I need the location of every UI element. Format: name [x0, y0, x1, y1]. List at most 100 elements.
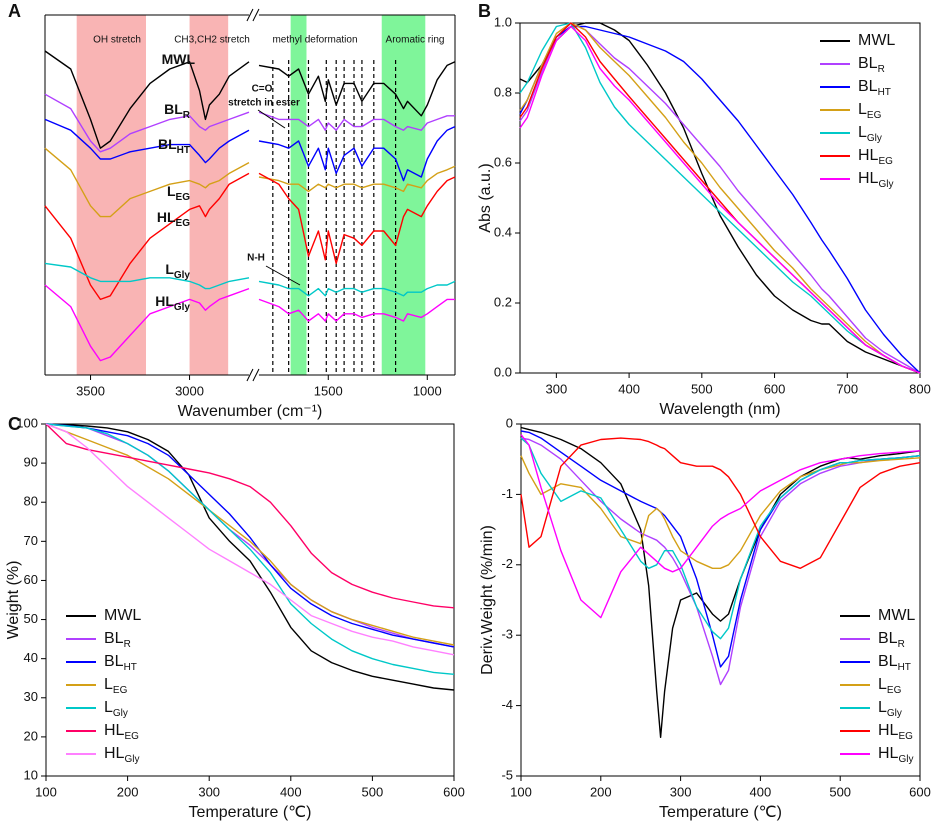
annotation: OH stretch	[93, 35, 141, 46]
series-name: MWL	[878, 607, 915, 624]
series-label: BLR	[878, 630, 905, 650]
series-line	[45, 423, 455, 648]
y-tick-label: 0	[506, 415, 513, 430]
series-label: MWL	[878, 607, 915, 624]
y-tick-label: 70	[24, 533, 38, 548]
y-tick-label: -1	[501, 486, 513, 501]
y-tick-label: -5	[501, 767, 513, 782]
y-axis-label: Abs (a.u.)	[477, 163, 494, 232]
series-subscript: R	[898, 639, 905, 650]
series-label: BLR	[104, 630, 131, 650]
series-line	[258, 298, 455, 322]
series-line	[45, 423, 455, 646]
series-line	[258, 165, 456, 193]
y-tick-label: -2	[501, 556, 513, 571]
x-tick-label: 600	[909, 784, 931, 799]
x-tick-label: 700	[836, 381, 858, 396]
series-label: MWL	[104, 607, 141, 624]
plot-frame	[520, 423, 921, 777]
x-tick-label: 600	[764, 381, 786, 396]
series-subscript: R	[878, 64, 885, 75]
series-subscript: HT	[124, 662, 137, 673]
series-line	[45, 423, 455, 648]
series-line	[520, 455, 921, 569]
x-tick-label: 500	[691, 381, 713, 396]
x-tick-label: 800	[909, 381, 931, 396]
x-tick-label: 3000	[175, 383, 204, 398]
series-name: L	[878, 676, 887, 693]
y-tick-label: 0.4	[494, 224, 512, 239]
axis-break	[252, 368, 260, 382]
series-label: MWL	[162, 51, 196, 67]
series-line	[45, 423, 455, 691]
series-subscript: HT	[878, 87, 891, 98]
series-line	[258, 125, 456, 182]
y-tick-label: 0.6	[494, 154, 512, 169]
axis-break	[252, 8, 260, 22]
annotation: methyl deformation	[272, 35, 357, 46]
series-name: L	[878, 699, 887, 716]
series-subscript: EG	[887, 685, 902, 696]
x-axis-label: Wavelength (nm)	[659, 401, 780, 418]
x-tick-label: 300	[546, 381, 568, 396]
y-tick-label: 20	[24, 728, 38, 743]
annotation: stretch in ester	[228, 98, 300, 109]
series-label: BLHT	[878, 653, 911, 673]
series-label: HLEG	[104, 722, 139, 742]
x-axis-label: Temperature (℃)	[189, 804, 312, 821]
series-label: BLR	[164, 101, 191, 121]
band	[290, 15, 307, 375]
panel-letter: C	[8, 414, 21, 434]
series-label: LEG	[878, 676, 902, 696]
x-tick-label: 400	[280, 784, 302, 799]
annotation-pointer	[265, 265, 301, 286]
series-subscript: EG	[124, 731, 139, 742]
series-label: BLHT	[104, 653, 137, 673]
series-line	[519, 25, 921, 374]
series-subscript: EG	[176, 192, 191, 203]
x-axis-label: Wavenumber (cm⁻¹)	[178, 403, 323, 420]
annotation: Aromatic ring	[386, 35, 445, 46]
series-subscript: Gly	[124, 754, 139, 765]
series-subscript: EG	[878, 156, 893, 167]
series-line	[520, 437, 921, 640]
x-axis-label: Temperature (℃)	[659, 804, 782, 821]
series-line	[258, 280, 456, 297]
series-subscript: Gly	[113, 708, 128, 719]
series-name: BL	[858, 55, 878, 72]
y-tick-label: 60	[24, 572, 38, 587]
axis-break	[246, 8, 254, 22]
series-name: L	[104, 699, 113, 716]
annotation-pointer	[257, 109, 286, 129]
y-tick-label: 100	[16, 415, 38, 430]
series-name: L	[165, 261, 174, 277]
y-tick-label: 0.8	[494, 84, 512, 99]
series-line	[258, 111, 455, 131]
series-line	[44, 284, 250, 362]
series-label: BLHT	[858, 78, 891, 98]
series-label: LEG	[167, 183, 190, 203]
series-label: HLGly	[155, 293, 190, 313]
series-line	[519, 22, 921, 374]
panel-letter: B	[478, 1, 491, 21]
series-name: HL	[858, 147, 879, 164]
y-tick-label: 1.0	[494, 14, 512, 29]
series-line	[520, 437, 921, 686]
series-line	[520, 434, 921, 619]
x-tick-label: 300	[198, 784, 220, 799]
series-name: HL	[104, 722, 125, 739]
series-subscript: EG	[867, 110, 882, 121]
x-tick-label: 500	[829, 784, 851, 799]
series-label: HLGly	[104, 745, 139, 765]
x-tick-label: 1500	[314, 383, 343, 398]
series-name: MWL	[104, 607, 141, 624]
series-name: BL	[104, 653, 124, 670]
y-axis-label: Weight (%)	[5, 561, 22, 640]
y-tick-label: 50	[24, 611, 38, 626]
series-subscript: Gly	[898, 754, 913, 765]
series-line	[45, 423, 455, 656]
series-line	[520, 437, 921, 569]
series-subscript: HT	[898, 662, 911, 673]
y-tick-label: 80	[24, 494, 38, 509]
